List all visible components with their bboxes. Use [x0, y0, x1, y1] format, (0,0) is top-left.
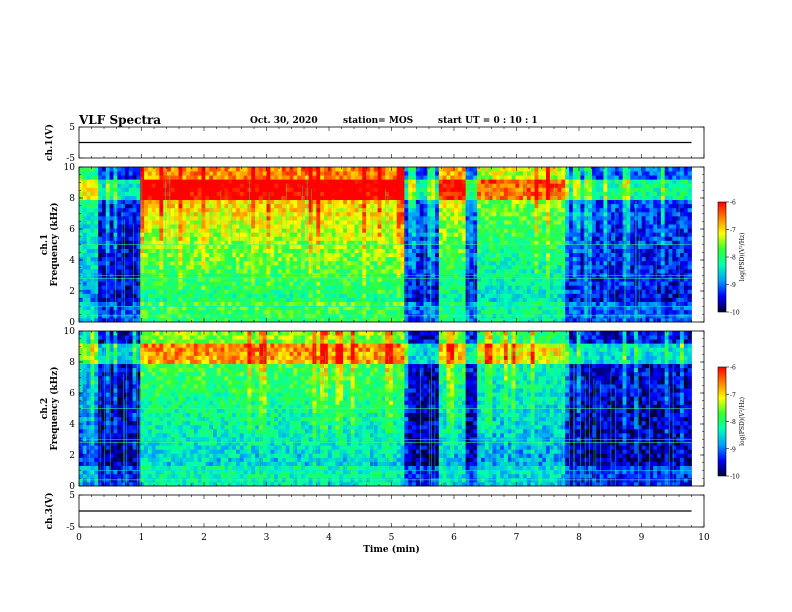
colorbar-tick-label: -10: [730, 310, 740, 317]
colorbar-tick-label: -6: [730, 365, 736, 372]
y-axis-label-ch1v: ch.1(V): [44, 124, 55, 161]
y-axis-label-ch1: Frequency (kHz): [49, 202, 60, 286]
colorbar-label: log(PSD)(V²/Hz): [739, 397, 746, 446]
colorbar-ch1: [717, 201, 727, 313]
x-tick-label: 2: [201, 533, 207, 543]
spectrogram-layer: [79, 167, 692, 487]
x-tick-label: 6: [451, 533, 457, 543]
y-tick-label: -5: [66, 154, 75, 164]
x-tick-label: 9: [639, 533, 645, 543]
y-tick-label: 10: [64, 327, 76, 337]
colorbar-label: log(PSD)(V²/Hz): [739, 233, 746, 282]
y-tick-label: 5: [69, 123, 75, 133]
station-label: station= MOS: [343, 116, 414, 126]
spectrogram-ch1: [79, 167, 692, 323]
date-label: Oct. 30, 2020: [250, 116, 318, 126]
colorbar-ch2: [717, 366, 727, 477]
y-axis-label-ch1: ch.1: [40, 234, 50, 255]
x-tick-label: 1: [139, 533, 145, 543]
x-tick-label: 3: [264, 533, 270, 543]
y-tick-label: -5: [66, 523, 75, 533]
colorbar-layer: -6 -7 -8 -9 -10 log(PSD)(V²/Hz) -6 -7 -8 -9 -10 log…: [717, 200, 746, 481]
y-tick-label: 4: [69, 420, 75, 430]
y-tick-label: 0: [69, 318, 75, 328]
y-tick-label: 8: [69, 358, 75, 368]
y-tick-label: 2: [69, 287, 75, 297]
colorbar-tick-label: -7: [730, 227, 736, 234]
colorbar-tick-label: -8: [730, 419, 736, 426]
spectrogram-ch2: [79, 331, 692, 487]
y-tick-label: 6: [69, 225, 75, 235]
y-tick-label: 4: [69, 256, 75, 266]
chart-title: VLF Spectra: [79, 113, 162, 127]
x-tick-label: 5: [389, 533, 395, 543]
y-tick-label: 0: [69, 482, 75, 492]
y-axis-label-ch2: ch.2: [40, 398, 50, 419]
y-tick-label: 5: [69, 491, 75, 501]
colorbar-tick-label: -10: [730, 474, 740, 481]
y-tick-label: 8: [69, 194, 75, 204]
start-time-label: start UT = 0 : 10 : 1: [438, 116, 538, 126]
x-tick-label: 10: [698, 533, 710, 543]
x-tick-label: 8: [576, 533, 582, 543]
colorbar-tick-label: -9: [730, 446, 736, 453]
y-tick-label: 10: [64, 163, 76, 173]
x-tick-label: 7: [514, 533, 520, 543]
x-axis-label: Time (min): [363, 544, 420, 555]
colorbar-tick-label: -7: [730, 392, 736, 399]
y-tick-label: 6: [69, 389, 75, 399]
colorbar-tick-label: -6: [730, 200, 736, 207]
x-tick-label: 4: [326, 533, 332, 543]
y-axis-label-ch2: Frequency (kHz): [49, 366, 60, 450]
colorbar-tick-label: -8: [730, 255, 736, 262]
colorbar-tick-label: -9: [730, 282, 736, 289]
y-tick-label: 2: [69, 451, 75, 461]
x-tick-label: 0: [76, 533, 82, 543]
y-axis-label-ch3v: ch.3(V): [44, 493, 55, 530]
